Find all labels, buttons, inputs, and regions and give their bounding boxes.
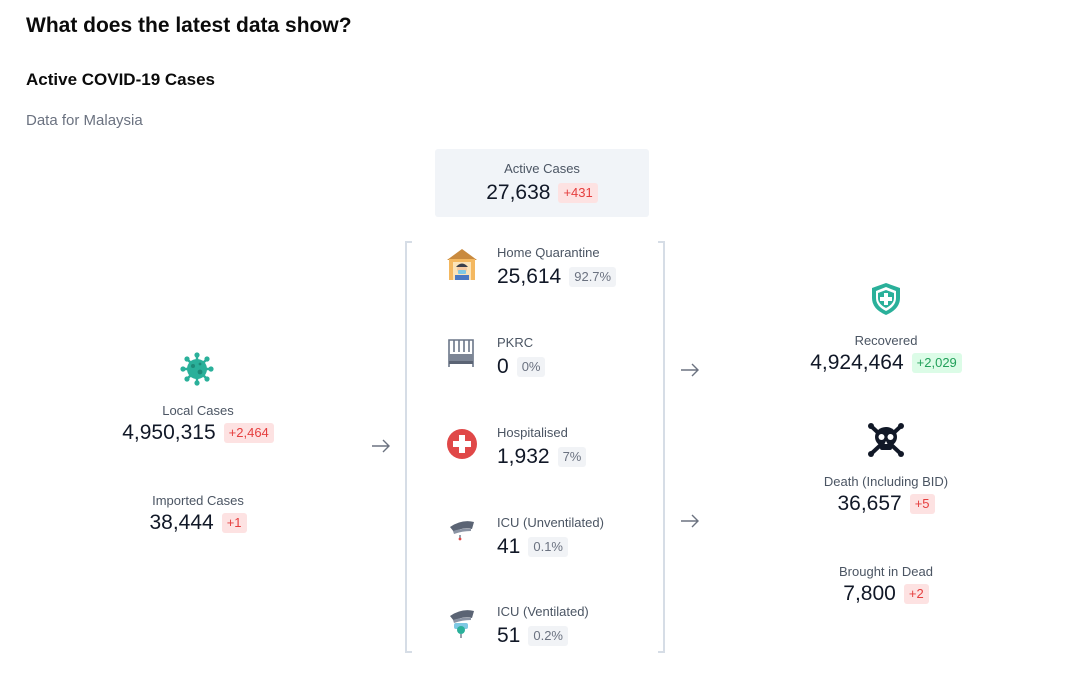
pkrc-pct-badge: 0%	[516, 357, 546, 377]
icu-unventilated-icon	[446, 517, 478, 551]
death-change-badge: +5	[909, 494, 935, 514]
death-value: 36,657	[837, 492, 902, 515]
skull-crossbones-icon	[867, 422, 905, 458]
bracket-left	[405, 241, 412, 653]
hospitalised-value: 1,932	[497, 445, 550, 468]
icu-unventilated-label: ICU (Unventilated)	[497, 515, 604, 530]
brought-in-dead-label: Brought in Dead	[839, 564, 933, 579]
arrow-right-icon	[681, 363, 699, 377]
recovered-label: Recovered	[854, 333, 918, 348]
imported-cases-label: Imported Cases	[152, 493, 244, 508]
hospitalised-pct-badge: 7%	[557, 447, 587, 467]
imported-cases-value: 38,444	[149, 511, 214, 534]
ward-hospitalised: Hospitalised 1,932 7%	[446, 423, 666, 483]
ward-pkrc: PKRC 0 0%	[446, 333, 666, 393]
home-quarantine-icon	[446, 247, 478, 281]
home-quarantine-pct-badge: 92.7%	[569, 267, 617, 287]
imported-cases-stat: Imported Cases 38,444 +1	[98, 493, 298, 535]
brought-in-dead-change-badge: +2	[903, 584, 929, 604]
death-label: Death (Including BID)	[823, 474, 949, 489]
imported-cases-change-badge: +1	[221, 513, 247, 533]
pkrc-label: PKRC	[497, 335, 534, 350]
icu-ventilated-value: 51	[497, 624, 521, 647]
home-quarantine-label: Home Quarantine	[497, 245, 600, 260]
brought-in-dead-value: 7,800	[843, 582, 896, 605]
arrow-right-icon	[372, 439, 390, 453]
local-cases-change-badge: +2,464	[223, 423, 274, 443]
death-stat: Death (Including BID) 36,657 +5	[786, 474, 986, 516]
hospital-cross-icon	[446, 427, 478, 461]
virus-icon	[180, 352, 214, 386]
ward-icu-unventilated: ICU (Unventilated) 41 0.1%	[446, 513, 666, 573]
active-cases-change-badge: +431	[558, 183, 598, 203]
arrow-right-icon	[681, 514, 699, 528]
icu-ventilated-pct-badge: 0.2%	[528, 626, 568, 646]
icu-unventilated-value: 41	[497, 535, 521, 558]
local-cases-stat: Local Cases 4,950,315 +2,464	[98, 403, 298, 445]
icu-unventilated-pct-badge: 0.1%	[528, 537, 568, 557]
pkrc-value: 0	[497, 355, 509, 378]
local-cases-value: 4,950,315	[122, 421, 216, 444]
shield-plus-icon	[870, 282, 902, 316]
active-cases-card: Active Cases 27,638 +431	[435, 149, 649, 217]
ward-icu-ventilated: ICU (Ventilated) 51 0.2%	[446, 602, 666, 662]
page-title: What does the latest data show?	[26, 14, 352, 37]
active-cases-label: Active Cases	[504, 161, 580, 176]
bed-icon	[446, 337, 478, 371]
ward-home-quarantine: Home Quarantine 25,614 92.7%	[446, 243, 666, 303]
active-cases-value: 27,638	[486, 181, 551, 204]
home-quarantine-value: 25,614	[497, 265, 562, 288]
local-cases-label: Local Cases	[162, 403, 234, 418]
hospitalised-label: Hospitalised	[497, 425, 568, 440]
data-region-subtitle: Data for Malaysia	[26, 112, 143, 129]
recovered-value: 4,924,464	[810, 351, 904, 374]
bracket-right	[658, 241, 665, 653]
icu-ventilated-label: ICU (Ventilated)	[497, 604, 589, 619]
section-title: Active COVID-19 Cases	[26, 70, 215, 89]
recovered-stat: Recovered 4,924,464 +2,029	[786, 333, 986, 375]
brought-in-dead-stat: Brought in Dead 7,800 +2	[786, 564, 986, 606]
recovered-change-badge: +2,029	[911, 353, 962, 373]
icu-ventilated-icon	[446, 606, 478, 640]
